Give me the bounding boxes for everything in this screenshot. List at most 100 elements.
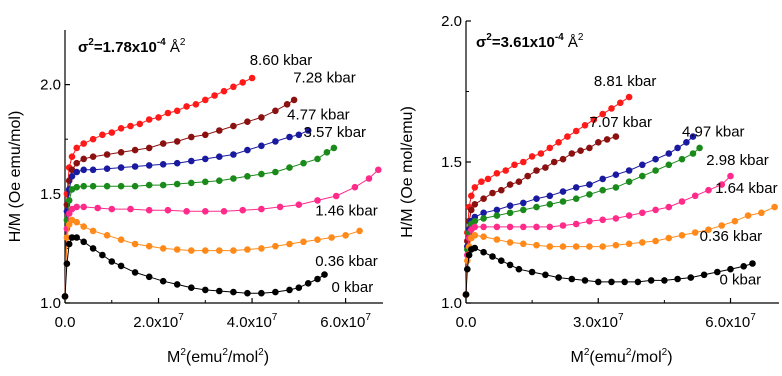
data-point (89, 227, 97, 235)
data-point (145, 273, 153, 281)
data-point (295, 131, 303, 139)
data-point (758, 209, 765, 217)
data-point (286, 240, 293, 248)
data-point (89, 245, 97, 252)
data-point (188, 157, 195, 165)
data-point (718, 222, 725, 229)
data-point (652, 167, 659, 174)
data-point (103, 182, 111, 190)
series-label: 7.07 kbar (589, 114, 652, 131)
data-point (63, 260, 71, 268)
data-point (617, 99, 624, 107)
series-label: 0.36 kbar (315, 253, 378, 270)
data-point (700, 271, 708, 279)
x-tick-label: 6.0x107 (320, 312, 371, 331)
data-point (80, 203, 87, 211)
data-point (493, 236, 501, 243)
data-point (515, 178, 523, 185)
x-axis-title: M2(emu2/mol2) (570, 347, 672, 366)
data-point (581, 122, 589, 129)
series-label: 3.57 kbar (304, 124, 367, 141)
series-label: 8.81 kbar (594, 73, 657, 90)
data-point (471, 223, 479, 231)
data-point (202, 247, 209, 254)
data-point (493, 212, 501, 219)
y-tick-label: 1.5 (40, 186, 61, 203)
data-point (202, 131, 209, 139)
data-point (498, 186, 505, 194)
data-point (117, 236, 125, 243)
data-point (286, 164, 293, 171)
data-point (674, 275, 681, 283)
data-point (506, 202, 514, 209)
data-point (365, 175, 373, 182)
data-point (546, 223, 554, 231)
data-point (665, 150, 673, 157)
data-point (145, 116, 153, 123)
data-point (244, 289, 251, 297)
data-point (572, 127, 580, 135)
x-tick-label: 0.0 (55, 314, 76, 331)
data-point (665, 234, 673, 242)
data-point (714, 268, 721, 276)
data-point (546, 144, 554, 152)
series-label: 4.97 kbar (682, 124, 745, 141)
data-point (89, 182, 97, 190)
data-point (239, 206, 246, 214)
series-0-kbar (61, 234, 328, 300)
data-point (520, 206, 527, 214)
data-point (524, 172, 531, 180)
data-point (73, 168, 80, 176)
data-point (99, 131, 106, 139)
data-point (493, 206, 501, 214)
data-point (480, 195, 487, 202)
data-point (595, 278, 602, 286)
series-label: 2.98 kbar (706, 152, 769, 169)
data-point (230, 122, 237, 130)
x-tick-label: 2.0x107 (133, 312, 184, 331)
data-point (258, 170, 265, 178)
data-point (506, 209, 514, 217)
x-tick-label: 6.0x107 (705, 312, 756, 331)
data-point (581, 277, 589, 284)
data-point (480, 223, 487, 231)
data-point (599, 216, 606, 224)
data-point (258, 114, 265, 121)
data-point (468, 192, 475, 200)
data-point (468, 206, 475, 214)
y-tick-label: 1.0 (441, 295, 462, 312)
data-point (749, 260, 756, 267)
data-point (625, 167, 633, 174)
data-point (173, 180, 181, 188)
data-point (498, 257, 505, 265)
data-point (230, 83, 237, 91)
x-tick-label: 0.0 (456, 314, 477, 331)
data-point (599, 186, 606, 194)
data-point (202, 155, 209, 163)
data-point (80, 155, 87, 163)
series-0-kbar (462, 244, 756, 298)
data-point (586, 217, 593, 225)
data-point (542, 164, 549, 171)
data-point (314, 236, 321, 243)
data-point (117, 182, 125, 190)
series-label: 1.64 kbar (715, 180, 778, 197)
data-point (145, 181, 153, 189)
data-point (586, 191, 593, 198)
data-point (471, 217, 479, 225)
data-point (625, 212, 633, 219)
data-point (356, 227, 363, 235)
data-point (117, 262, 125, 270)
data-point (127, 122, 134, 130)
series-0-36-kbar (61, 216, 363, 300)
data-point (533, 167, 540, 174)
data-point (639, 161, 646, 169)
series-line (465, 147, 700, 295)
data-point (590, 116, 598, 123)
data-point (515, 265, 523, 273)
series-line (465, 136, 617, 295)
data-point (65, 197, 73, 204)
data-point (559, 188, 567, 195)
data-point (542, 271, 549, 279)
data-point (202, 286, 209, 294)
